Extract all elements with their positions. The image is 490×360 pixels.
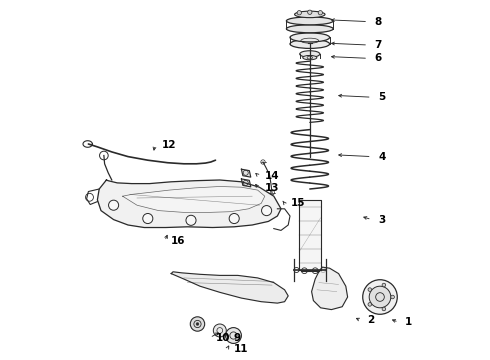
Ellipse shape bbox=[290, 40, 330, 49]
Text: 6: 6 bbox=[374, 53, 382, 63]
Circle shape bbox=[297, 10, 301, 15]
Circle shape bbox=[368, 288, 371, 291]
Text: 11: 11 bbox=[233, 344, 248, 354]
Text: 4: 4 bbox=[378, 152, 386, 162]
Circle shape bbox=[213, 324, 226, 337]
Ellipse shape bbox=[286, 25, 333, 33]
Circle shape bbox=[382, 283, 386, 287]
Circle shape bbox=[143, 213, 153, 224]
Circle shape bbox=[368, 303, 371, 306]
Text: 13: 13 bbox=[265, 183, 279, 193]
Text: 12: 12 bbox=[162, 140, 176, 150]
Ellipse shape bbox=[303, 55, 317, 60]
Ellipse shape bbox=[286, 17, 333, 25]
Ellipse shape bbox=[290, 33, 330, 42]
Text: 2: 2 bbox=[368, 315, 375, 325]
Circle shape bbox=[109, 200, 119, 210]
Circle shape bbox=[308, 10, 312, 14]
Text: 7: 7 bbox=[374, 40, 382, 50]
Polygon shape bbox=[242, 179, 251, 187]
Text: 1: 1 bbox=[405, 317, 413, 327]
Circle shape bbox=[391, 295, 394, 299]
Text: 5: 5 bbox=[378, 92, 386, 102]
Circle shape bbox=[229, 213, 239, 224]
Circle shape bbox=[190, 317, 205, 331]
Circle shape bbox=[225, 328, 242, 343]
Text: 8: 8 bbox=[374, 17, 382, 27]
Ellipse shape bbox=[300, 51, 320, 57]
Circle shape bbox=[186, 215, 196, 225]
Circle shape bbox=[196, 323, 199, 325]
Polygon shape bbox=[312, 267, 347, 310]
Text: 10: 10 bbox=[216, 333, 231, 343]
Polygon shape bbox=[122, 186, 265, 212]
Circle shape bbox=[369, 286, 391, 308]
Ellipse shape bbox=[294, 11, 325, 18]
Text: 16: 16 bbox=[171, 236, 186, 246]
Text: 3: 3 bbox=[378, 215, 386, 225]
Polygon shape bbox=[171, 272, 288, 303]
Polygon shape bbox=[299, 200, 320, 270]
Circle shape bbox=[318, 10, 322, 15]
Text: 9: 9 bbox=[233, 333, 241, 343]
Circle shape bbox=[382, 307, 386, 311]
Circle shape bbox=[262, 206, 271, 216]
Polygon shape bbox=[98, 180, 281, 228]
Text: 15: 15 bbox=[291, 198, 306, 208]
Text: 14: 14 bbox=[265, 171, 279, 181]
Circle shape bbox=[363, 280, 397, 314]
Polygon shape bbox=[242, 169, 251, 177]
